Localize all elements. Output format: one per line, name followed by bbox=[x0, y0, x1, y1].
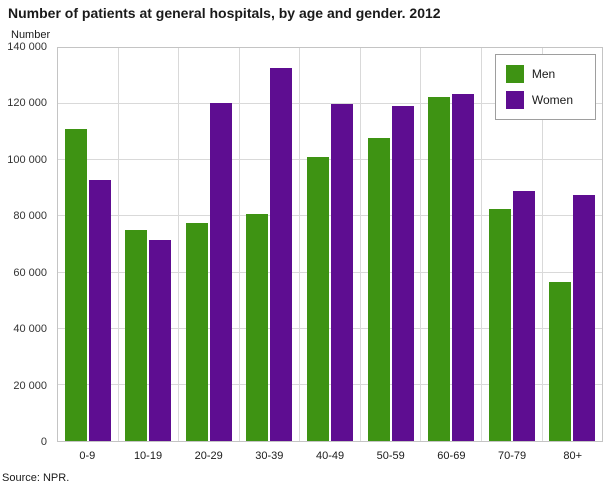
x-tick-label-40-49: 40-49 bbox=[315, 450, 345, 462]
bar-group-40-49 bbox=[300, 48, 361, 441]
bar-group-20-29 bbox=[179, 48, 240, 441]
legend-swatch-men bbox=[505, 65, 524, 83]
source-note: Source: NPR. bbox=[2, 472, 70, 484]
x-tick-label-30-39: 30-39 bbox=[255, 450, 284, 462]
y-tick-label: 80 000 bbox=[13, 210, 47, 223]
y-tick-label: 120 000 bbox=[7, 97, 47, 110]
bar-group-30-39 bbox=[240, 48, 301, 441]
bar-women-20-29 bbox=[209, 102, 232, 441]
x-tick-label-50-59: 50-59 bbox=[376, 450, 405, 462]
plot-area: Men Women bbox=[57, 47, 603, 442]
bar-group-50-59 bbox=[361, 48, 422, 441]
bar-women-0-9 bbox=[88, 179, 111, 441]
bar-women-80+ bbox=[573, 195, 596, 441]
bar-men-70-79 bbox=[488, 209, 511, 441]
bar-men-10-19 bbox=[125, 230, 148, 441]
x-axis: 0-9 10-19 20-29 30-39 40-49 50-59 60-69 70-79 80… bbox=[57, 444, 603, 462]
bar-group-70-79 bbox=[482, 48, 543, 441]
gridline bbox=[58, 383, 602, 385]
x-tick-label-20-29: 20-29 bbox=[194, 450, 223, 462]
bar-group-10-19 bbox=[119, 48, 180, 441]
bar-men-50-59 bbox=[367, 137, 390, 441]
bar-men-80+ bbox=[549, 282, 572, 441]
gridline bbox=[58, 159, 602, 161]
y-tick-label: 100 000 bbox=[7, 153, 47, 166]
bar-women-70-79 bbox=[512, 191, 535, 441]
bar-women-10-19 bbox=[149, 240, 172, 441]
gridline bbox=[58, 271, 602, 273]
bar-men-0-9 bbox=[64, 129, 87, 441]
bar-group-0-9 bbox=[58, 48, 119, 441]
bar-group-80+ bbox=[543, 48, 603, 441]
bar-men-60-69 bbox=[428, 97, 451, 441]
y-axis-title: Number bbox=[11, 29, 51, 41]
y-tick-label: 40 000 bbox=[13, 323, 47, 336]
bar-men-30-39 bbox=[246, 213, 269, 441]
legend-item-men: Men bbox=[505, 65, 573, 83]
legend-swatch-women bbox=[505, 91, 524, 109]
x-tick-label-0-9: 0-9 bbox=[79, 450, 96, 462]
gridline bbox=[58, 327, 602, 329]
bar-group-60-69 bbox=[421, 48, 482, 441]
x-tick-label-60-69: 60-69 bbox=[437, 450, 466, 462]
legend-item-women: Women bbox=[505, 91, 573, 109]
bar-men-40-49 bbox=[307, 157, 330, 441]
legend: Men Women bbox=[494, 54, 596, 120]
y-tick-label: 60 000 bbox=[13, 266, 47, 279]
bar-women-60-69 bbox=[452, 94, 475, 441]
x-tick-label-70-79: 70-79 bbox=[497, 450, 527, 462]
gridlines bbox=[58, 48, 602, 441]
gridline bbox=[58, 103, 602, 105]
bar-women-50-59 bbox=[391, 105, 414, 441]
legend-label-women: Women bbox=[531, 93, 573, 107]
gridline bbox=[58, 215, 602, 217]
y-tick-label: 20 000 bbox=[13, 379, 47, 392]
bar-groups bbox=[58, 48, 602, 441]
chart-title: Number of patients at general hospitals,… bbox=[8, 5, 441, 21]
bar-women-30-39 bbox=[270, 67, 293, 441]
bar-women-40-49 bbox=[331, 104, 354, 441]
y-tick-label: 140 000 bbox=[7, 41, 47, 53]
y-tick-label: 0 bbox=[40, 436, 47, 448]
legend-label-men: Men bbox=[531, 67, 556, 81]
x-tick-label-10-19: 10-19 bbox=[133, 450, 163, 462]
x-tick-label-80+: 80+ bbox=[563, 450, 583, 462]
y-axis: 0 20 000 40 000 60 000 80 000 100 000 120 000 1… bbox=[0, 41, 51, 448]
bar-men-20-29 bbox=[185, 223, 208, 441]
